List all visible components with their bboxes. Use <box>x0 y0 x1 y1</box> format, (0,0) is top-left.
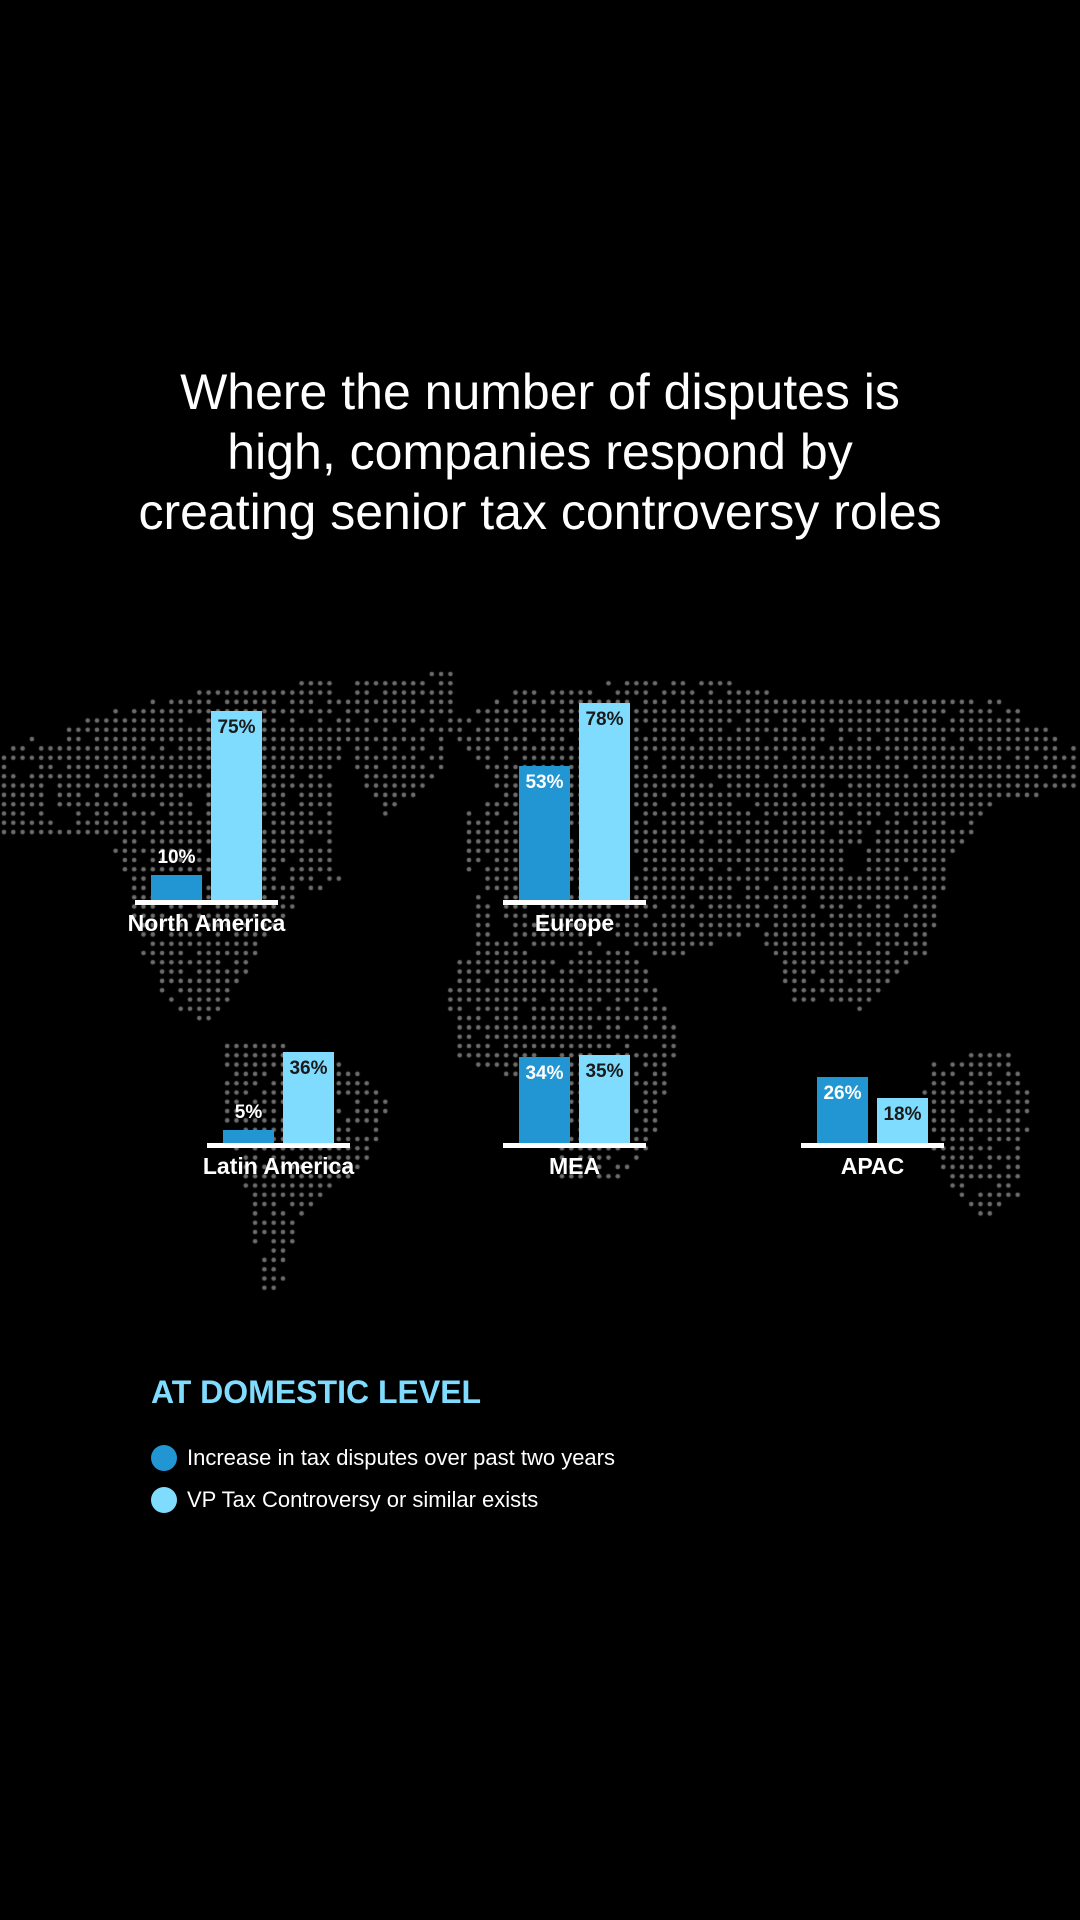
bar-apac-vp-role <box>877 1097 928 1143</box>
bar-value-label: 18% <box>883 1103 922 1125</box>
bar-value-label: 78% <box>585 709 624 731</box>
bar-latin-america-disputes <box>223 1130 274 1143</box>
legend-label: VP Tax Controversy or similar exists <box>187 1487 539 1512</box>
legend-item-vp-role: VP Tax Controversy or similar exists <box>151 1487 538 1513</box>
legend-title: AT DOMESTIC LEVEL <box>151 1374 482 1410</box>
baseline <box>503 1143 646 1148</box>
legend-item-disputes: Increase in tax disputes over past two y… <box>151 1445 615 1471</box>
region-label: Europe <box>534 910 615 936</box>
bar-value-label: 26% <box>823 1083 862 1105</box>
bar-value-label: 53% <box>525 772 564 794</box>
baseline <box>135 900 278 905</box>
legend-label: Increase in tax disputes over past two y… <box>187 1445 615 1470</box>
bar-north-america-disputes <box>151 874 202 900</box>
bar-value-label: 35% <box>585 1060 624 1082</box>
title-line: creating senior tax controversy roles <box>138 484 942 540</box>
page-title: Where the number of disputes is high, co… <box>0 362 1080 542</box>
bar-value-label: 10% <box>157 846 196 868</box>
bar-mea-disputes <box>519 1057 570 1143</box>
region-label: APAC <box>840 1153 905 1179</box>
region-label: North America <box>127 910 286 936</box>
bar-value-label: 5% <box>234 1102 263 1124</box>
baseline <box>801 1143 944 1148</box>
bar-apac-disputes <box>817 1077 868 1143</box>
region-label: MEA <box>548 1153 601 1179</box>
bar-value-label: 34% <box>525 1063 564 1085</box>
region-label: Latin America <box>202 1153 355 1179</box>
bar-latin-america-vp-role <box>283 1052 334 1143</box>
bar-value-label: 36% <box>289 1058 328 1080</box>
title-line: high, companies respond by <box>227 424 853 480</box>
bar-europe-vp-role <box>579 703 630 900</box>
baseline <box>503 900 646 905</box>
baseline <box>207 1143 350 1148</box>
legend-swatch-light-blue <box>151 1487 177 1513</box>
bar-mea-vp-role <box>579 1054 630 1143</box>
legend-swatch-dark-blue <box>151 1445 177 1471</box>
bar-europe-disputes <box>519 766 570 900</box>
bar-north-america-vp-role <box>211 711 262 900</box>
title-line: Where the number of disputes is <box>180 364 900 420</box>
bar-value-label: 75% <box>217 717 256 738</box>
